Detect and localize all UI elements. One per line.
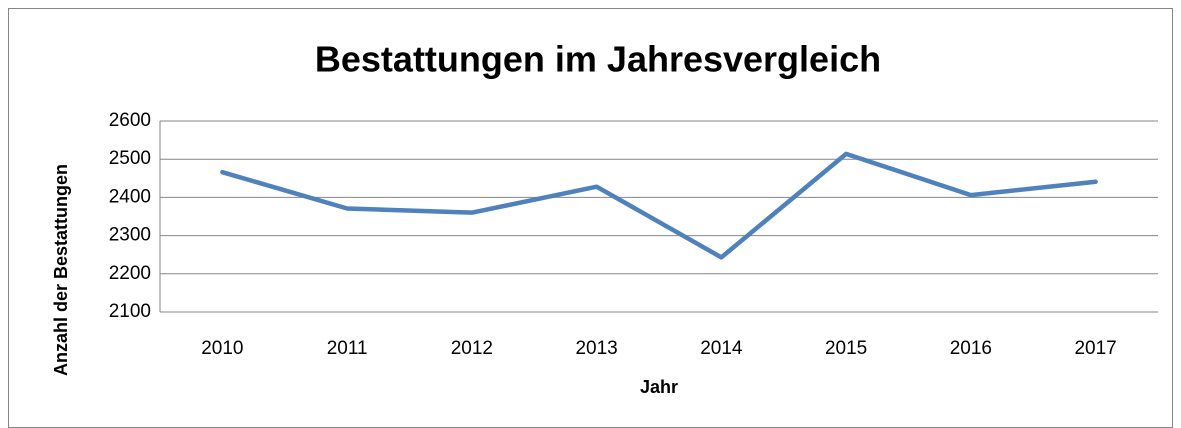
y-tick-label: 2500 (109, 148, 151, 169)
x-tick-label: 2014 (700, 338, 743, 359)
chart-title: Bestattungen im Jahresvergleich (315, 39, 881, 80)
data-line (220, 151, 1098, 260)
x-tick-label: 2017 (1074, 338, 1116, 359)
y-axis-label: Anzahl der Bestattungen (51, 164, 71, 376)
x-tick-label: 2016 (950, 338, 992, 359)
y-tick-label: 2400 (109, 186, 151, 207)
x-tick-label: 2015 (825, 338, 867, 359)
chart-border (8, 8, 1173, 428)
y-tick-label: 2300 (109, 225, 151, 246)
x-tick-label: 2012 (451, 338, 493, 359)
x-tick-label: 2011 (327, 338, 368, 359)
x-tick-label: 2013 (575, 338, 617, 359)
y-tick-label: 2200 (109, 263, 151, 284)
y-tick-label: 2600 (109, 110, 151, 131)
x-tick-label: 2010 (201, 338, 243, 359)
y-tick-label: 2100 (109, 301, 151, 322)
x-axis-label: Jahr (640, 377, 678, 397)
